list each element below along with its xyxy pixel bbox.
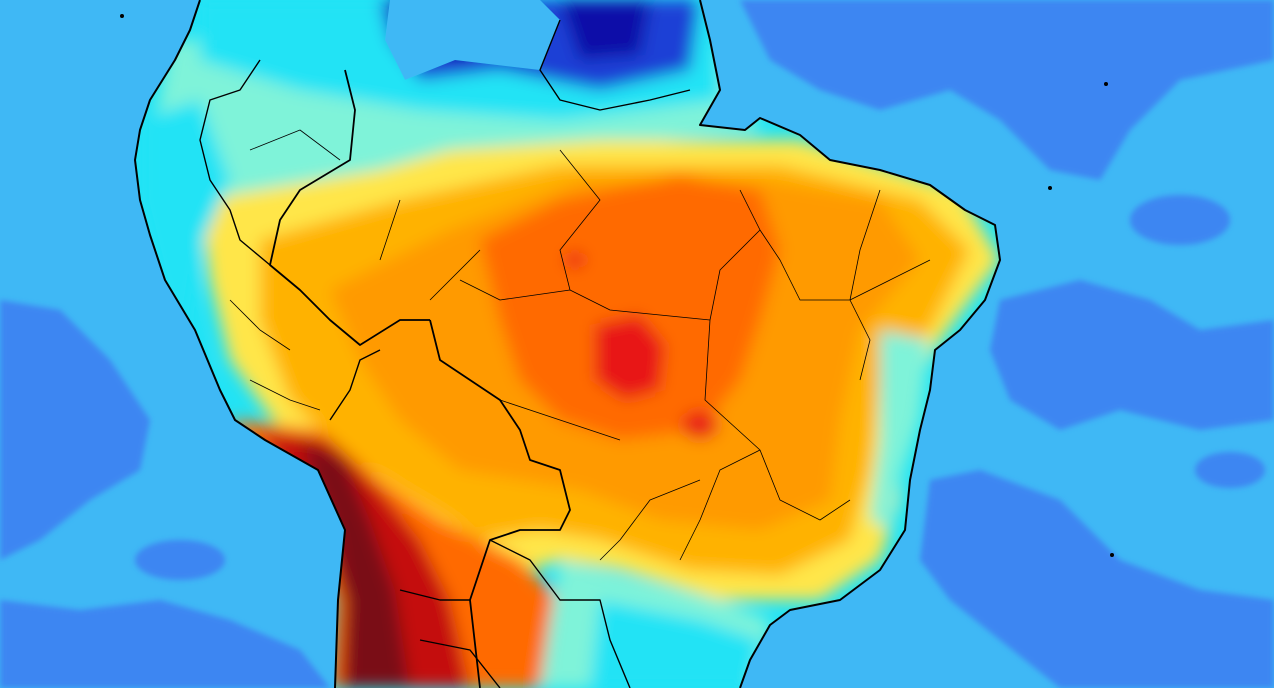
ocean-patch-southeast	[920, 470, 1274, 688]
zone-red-core	[595, 315, 665, 400]
border-peru-bolivia	[329, 349, 381, 421]
ocean-patch-southwest	[0, 600, 330, 688]
island-1	[1048, 186, 1052, 190]
ocean-patch-west	[0, 300, 150, 560]
ocean-patch-northeast	[740, 0, 1274, 180]
island-2	[1104, 82, 1108, 86]
zone-red-small	[682, 411, 718, 439]
border-guiana	[539, 19, 691, 111]
zone-dark-orange	[480, 175, 780, 440]
zone-east-coast	[870, 330, 930, 530]
coastline	[134, 0, 1001, 688]
state-borders	[229, 129, 931, 561]
ocean-patch-east	[990, 280, 1274, 430]
zone-southeast-cyan	[590, 600, 760, 688]
island-3	[1110, 553, 1114, 557]
ocean-patch-small-3	[1130, 195, 1230, 245]
ocean-patch-small-1	[135, 540, 225, 580]
border-andes	[199, 59, 271, 266]
borders-layer	[134, 0, 1001, 688]
island-4	[120, 14, 124, 18]
zone-north-navy-2	[560, 0, 650, 60]
border-argentina	[399, 589, 501, 688]
ocean-patch-small-2	[1195, 452, 1265, 488]
border-paraguay	[489, 539, 631, 688]
zone-red-spot	[565, 252, 585, 268]
